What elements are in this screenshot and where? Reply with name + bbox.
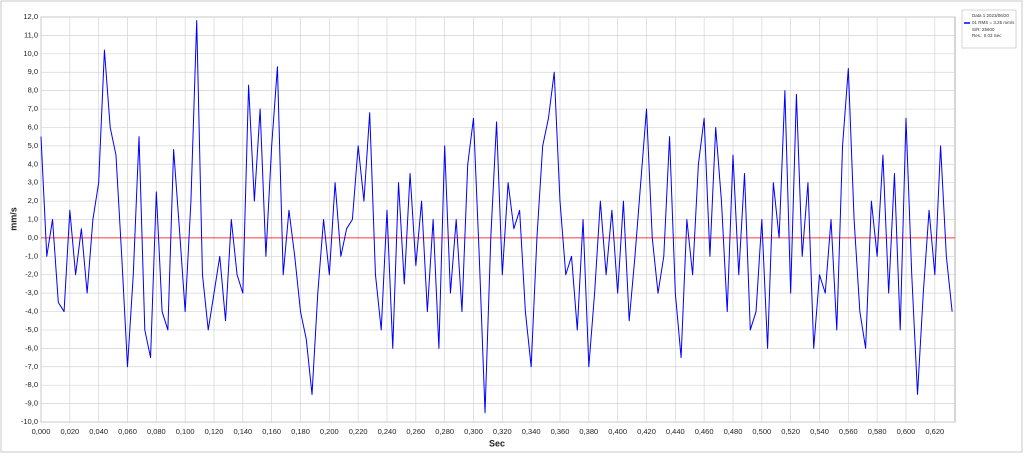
x-tick-label: 0,540 xyxy=(810,427,829,436)
x-tick-label: 0,620 xyxy=(925,427,944,436)
y-tick-label: -3,0 xyxy=(25,288,38,297)
x-tick-label: 0,140 xyxy=(233,427,252,436)
x-tick-label: 0,340 xyxy=(522,427,541,436)
x-tick-label: 0,560 xyxy=(839,427,858,436)
x-tick-label: 0,360 xyxy=(551,427,570,436)
x-tick-label: 0,200 xyxy=(320,427,339,436)
y-tick-label: 5,0 xyxy=(28,141,38,150)
legend-box xyxy=(961,9,1017,49)
x-tick-label: 0,080 xyxy=(147,427,166,436)
x-tick-label: 0,580 xyxy=(868,427,887,436)
x-tick-label: 0,180 xyxy=(291,427,310,436)
legend-note: Res.: 0.03 Sec xyxy=(972,33,1002,38)
y-tick-label: -10,0 xyxy=(21,417,38,426)
y-axis-label: mm/s xyxy=(8,207,18,231)
x-tick-label: 0,120 xyxy=(205,427,224,436)
y-tick-label: 10,0 xyxy=(23,49,38,58)
x-tick-label: 0,260 xyxy=(406,427,425,436)
y-tick-label: 1,0 xyxy=(28,214,38,223)
x-tick-label: 0,400 xyxy=(608,427,627,436)
y-tick-label: 4,0 xyxy=(28,159,38,168)
x-tick-label: 0,100 xyxy=(176,427,195,436)
x-tick-label: 0,160 xyxy=(262,427,281,436)
x-tick-label: 0,280 xyxy=(435,427,454,436)
y-tick-label: -4,0 xyxy=(25,307,38,316)
y-tick-label: -8,0 xyxy=(25,380,38,389)
y-tick-label: 7,0 xyxy=(28,104,38,113)
y-tick-label: 11,0 xyxy=(24,30,38,39)
x-tick-label: 0,000 xyxy=(32,427,51,436)
x-tick-label: 0,480 xyxy=(724,427,743,436)
x-tick-label: 0,020 xyxy=(60,427,79,436)
x-tick-label: 0,600 xyxy=(897,427,916,436)
y-tick-label: -6,0 xyxy=(25,343,38,352)
legend-label: 01 RMS = 3.25 mm/s xyxy=(972,20,1015,25)
x-tick-label: 0,440 xyxy=(666,427,685,436)
x-tick-label: 0,300 xyxy=(464,427,483,436)
y-tick-label: 12,0 xyxy=(23,12,38,21)
x-tick-label: 0,220 xyxy=(349,427,368,436)
y-tick-label: 6,0 xyxy=(28,122,38,131)
x-axis-label: Sec xyxy=(489,438,505,448)
x-tick-label: 0,380 xyxy=(579,427,598,436)
y-tick-label: 9,0 xyxy=(28,67,38,76)
series-line xyxy=(40,20,953,414)
x-tick-label: 0,420 xyxy=(637,427,656,436)
y-tick-label: 8,0 xyxy=(28,86,38,95)
y-tick-label: -1,0 xyxy=(25,251,38,260)
x-tick-label: 0,500 xyxy=(752,427,771,436)
x-tick-label: 0,320 xyxy=(493,427,512,436)
y-tick-label: 2,0 xyxy=(28,196,38,205)
y-tick-label: -9,0 xyxy=(25,399,38,408)
x-tick-label: 0,060 xyxy=(118,427,137,436)
x-tick-label: 0,240 xyxy=(378,427,397,436)
x-tick-label: 0,040 xyxy=(89,427,108,436)
x-tick-label: 0,460 xyxy=(695,427,714,436)
y-tick-label: 0,0 xyxy=(28,233,38,242)
legend-title: Data 1 2023/06/20 xyxy=(972,13,1010,18)
y-tick-label: -2,0 xyxy=(25,270,38,279)
x-tick-label: 0,520 xyxy=(781,427,800,436)
y-tick-label: 3,0 xyxy=(28,178,38,187)
y-tick-label: -5,0 xyxy=(25,325,38,334)
legend-note: S/R: 25600 xyxy=(972,27,995,32)
y-tick-label: -7,0 xyxy=(25,362,38,371)
